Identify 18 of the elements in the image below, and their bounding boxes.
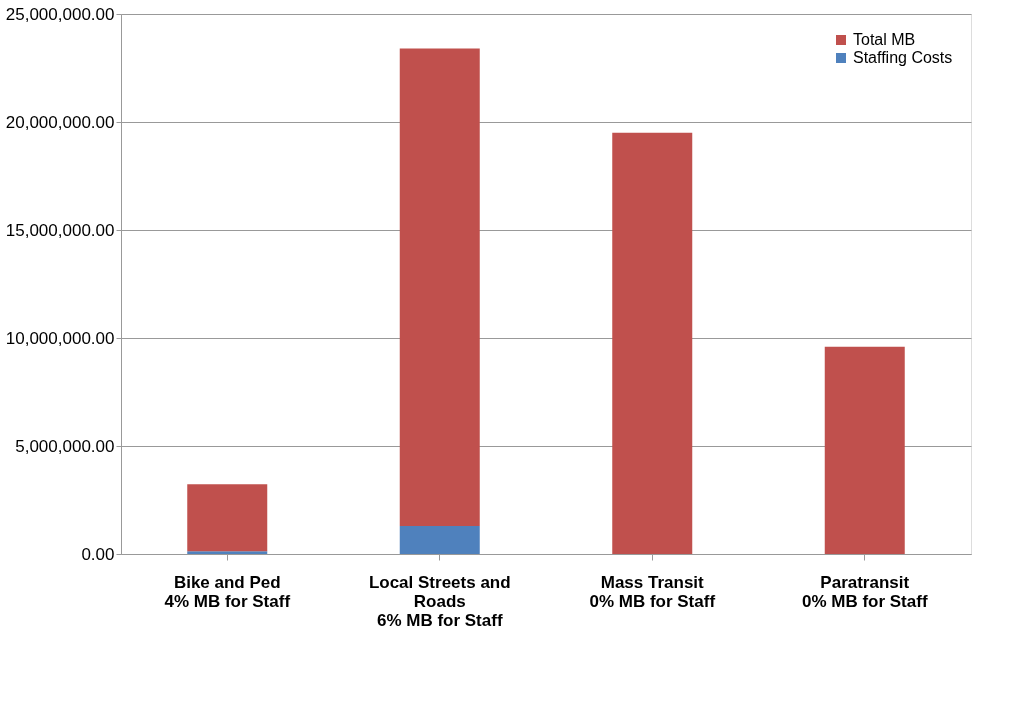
y-tick-label: 25,000,000.00 <box>5 4 115 24</box>
bar <box>187 484 268 552</box>
y-tick-label: 5,000,000.00 <box>15 436 115 456</box>
bar <box>612 132 693 554</box>
y-tick-label: 10,000,000.00 <box>5 328 115 348</box>
y-tick-label: 20,000,000.00 <box>5 112 115 132</box>
x-tick-label: Local Streets and Roads 6% MB for Staff <box>368 572 511 630</box>
y-tick-label: 0.00 <box>81 544 115 564</box>
bar <box>187 551 268 554</box>
bar <box>824 346 905 554</box>
y-tick-label: 15,000,000.00 <box>5 220 115 240</box>
bar <box>399 525 480 554</box>
x-tick-label: Paratransit 0% MB for Staff <box>801 572 928 611</box>
bar <box>399 48 480 526</box>
x-tick-label: Bike and Ped 4% MB for Staff <box>164 572 291 611</box>
legend-label: Total MB <box>853 31 916 48</box>
legend-label: Staffing Costs <box>853 49 953 66</box>
x-tick-label: Mass Transit 0% MB for Staff <box>589 572 716 611</box>
